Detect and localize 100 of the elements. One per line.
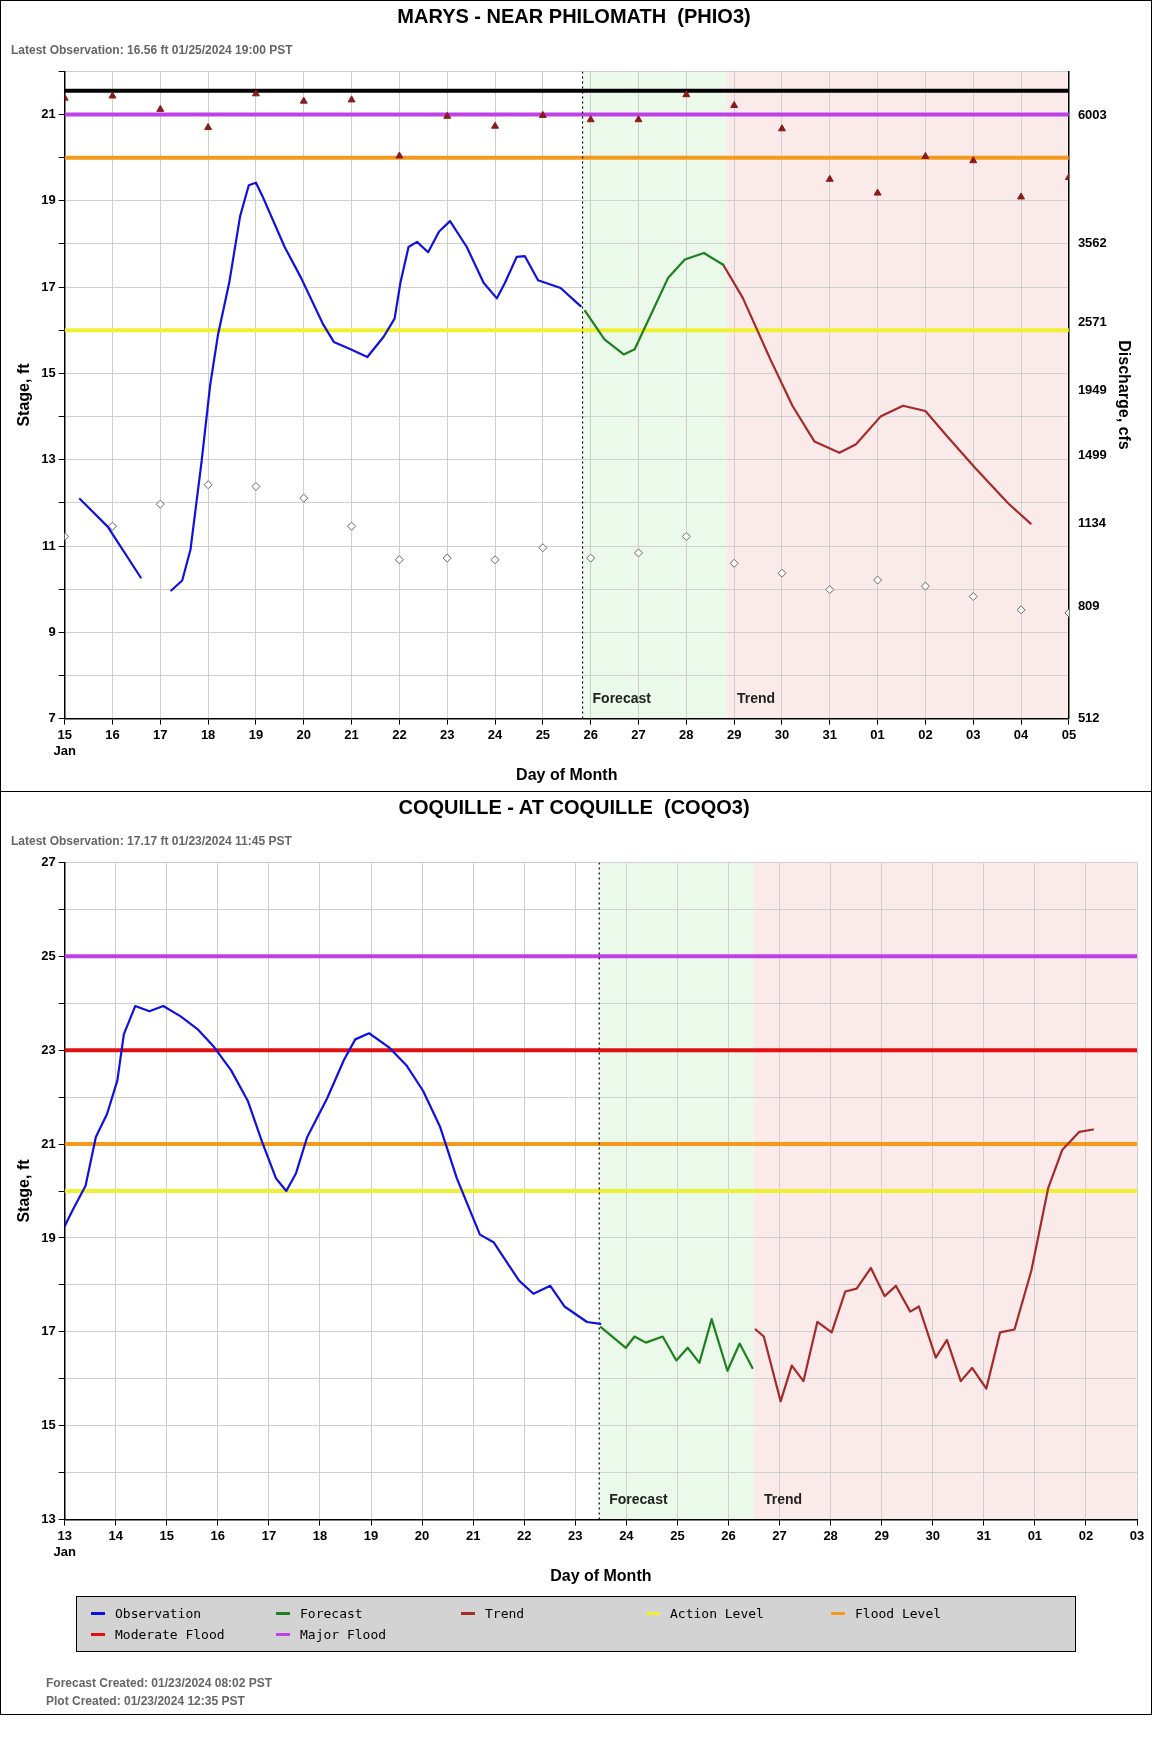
chart-title: MARYS - NEAR PHILOMATH (PHIO3) xyxy=(397,4,751,27)
x-tick-label: 22 xyxy=(392,726,407,742)
point xyxy=(682,90,691,98)
legend-label: Moderate Flood xyxy=(115,1627,225,1642)
x-tick-label: 20 xyxy=(296,726,311,742)
point xyxy=(873,575,883,585)
point xyxy=(825,174,834,182)
point xyxy=(443,111,452,119)
point xyxy=(204,122,213,130)
y-tick-label: 17 xyxy=(41,278,56,294)
x-tick-label: 03 xyxy=(966,726,981,742)
y-tick-label: 13 xyxy=(41,1511,56,1527)
legend-label: Forecast xyxy=(300,1606,363,1621)
y2-tick-label: 1499 xyxy=(1077,446,1107,462)
point xyxy=(538,543,548,553)
x-tick-label: 16 xyxy=(210,1527,226,1543)
y2-tick-label: 809 xyxy=(1077,598,1100,613)
y-tick-label: 13 xyxy=(41,451,56,467)
point xyxy=(107,521,117,531)
x-tick-label: 30 xyxy=(925,1527,940,1543)
x-axis-title: Day of Month xyxy=(550,1566,652,1584)
y-tick-label: 27 xyxy=(41,853,56,869)
x-tick-label: 23 xyxy=(568,1527,583,1543)
point xyxy=(1017,192,1026,200)
legend-label: Observation xyxy=(115,1606,202,1621)
x-tick-label: 21 xyxy=(344,726,359,742)
point xyxy=(586,115,595,123)
text: Plot Created: 01/23/2024 12:35 PST xyxy=(46,1693,246,1710)
band-label: Forecast xyxy=(609,1491,668,1508)
legend-label: Major Flood xyxy=(300,1627,387,1642)
y-tick-label: 19 xyxy=(41,192,56,208)
x-tick-label: 27 xyxy=(631,726,646,742)
x-tick-label: 29 xyxy=(874,1527,889,1543)
y-tick-label: 17 xyxy=(41,1323,56,1339)
point xyxy=(155,499,165,509)
point xyxy=(730,100,739,108)
point xyxy=(251,481,261,491)
point xyxy=(299,96,308,104)
point xyxy=(394,555,404,565)
y-tick-label: 15 xyxy=(41,365,56,380)
legend-label: Action Level xyxy=(670,1606,764,1621)
point xyxy=(873,188,882,196)
x-tick-label: 26 xyxy=(583,726,598,742)
x-tick-label: 28 xyxy=(679,726,694,742)
x-tick-label: 15 xyxy=(159,1527,175,1543)
x-tick-label: 24 xyxy=(619,1527,635,1543)
point xyxy=(108,91,117,99)
legend-label: Flood Level xyxy=(855,1606,942,1621)
x-tick-label: 05 xyxy=(1061,726,1077,742)
y2-tick-label: 1134 xyxy=(1077,515,1107,531)
x-tick-label: 04 xyxy=(1013,726,1030,742)
x-tick-label: 21 xyxy=(465,1527,481,1543)
y2-tick-label: 1949 xyxy=(1077,382,1107,398)
point xyxy=(729,558,739,568)
y-tick-label: 19 xyxy=(41,1229,56,1245)
x-tick-label: 17 xyxy=(153,726,168,742)
x-tick-label: 03 xyxy=(1129,1527,1145,1543)
x-tick-label: 13 Jan xyxy=(53,1527,76,1559)
x-tick-label: 16 xyxy=(105,726,120,742)
chart-subtitle: Latest Observation: 16.56 ft 01/25/2024 19:00 PST xyxy=(11,42,294,57)
point xyxy=(825,585,835,595)
x-tick-label: 27 xyxy=(772,1527,787,1543)
point xyxy=(442,553,452,563)
x-axis-title: Day of Month xyxy=(516,765,618,783)
x-tick-label: 26 xyxy=(721,1527,736,1543)
point xyxy=(968,592,978,601)
point xyxy=(586,553,596,563)
x-tick-label: 28 xyxy=(823,1527,838,1543)
y2-axis-title: Discharge, cfs xyxy=(1115,340,1133,450)
x-tick-label: 24 xyxy=(487,726,504,742)
x-tick-label: 31 xyxy=(822,726,838,742)
point xyxy=(538,110,547,118)
x-tick-label: 25 xyxy=(535,726,551,742)
y-tick-label: 25 xyxy=(41,947,56,963)
y-axis-title: Stage, ft xyxy=(15,362,33,427)
x-tick-label: 23 xyxy=(439,726,455,742)
point xyxy=(395,151,404,159)
point xyxy=(299,493,309,503)
y2-tick-label: 2571 xyxy=(1077,314,1107,330)
band-label: Forecast xyxy=(592,690,652,707)
y-tick-label: 21 xyxy=(41,106,56,122)
point xyxy=(203,480,213,490)
x-tick-label: 17 xyxy=(261,1527,277,1543)
x-tick-label: 18 xyxy=(200,726,216,742)
x-tick-label: 14 xyxy=(108,1527,124,1543)
y2-tick-label: 512 xyxy=(1077,710,1100,726)
point xyxy=(347,95,356,103)
x-tick-label: 02 xyxy=(918,726,933,742)
text: Forecast Created: 01/23/2024 08:02 PST xyxy=(46,1675,274,1692)
point xyxy=(156,104,165,112)
point xyxy=(778,124,786,132)
x-tick-label: 15 Jan xyxy=(53,726,76,758)
y-tick-label: 7 xyxy=(48,710,56,726)
y2-tick-label: 3562 xyxy=(1077,234,1107,250)
x-tick-label: 22 xyxy=(517,1527,532,1543)
y-tick-label: 9 xyxy=(48,623,56,639)
x-tick-label: 01 xyxy=(1027,1527,1043,1543)
x-tick-label: 19 xyxy=(363,1527,379,1543)
x-tick-label: 19 xyxy=(248,726,264,742)
point xyxy=(490,555,500,565)
